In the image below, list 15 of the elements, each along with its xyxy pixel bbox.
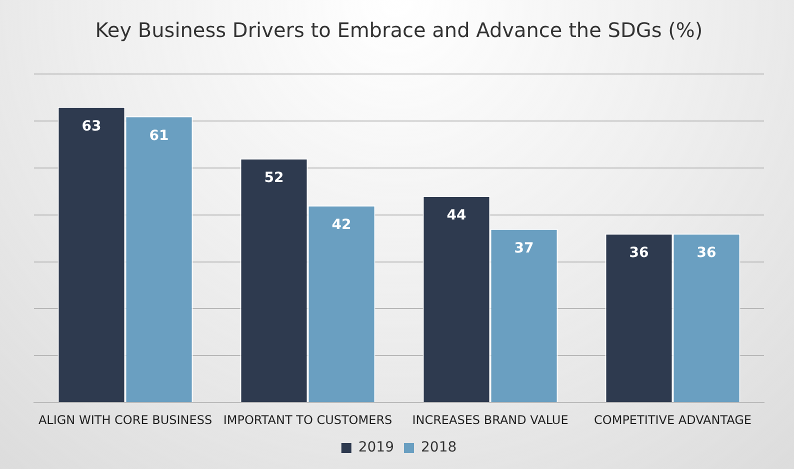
chart-title: Key Business Drivers to Embrace and Advance the SDGs (%) (95, 18, 703, 42)
data-label: 61 (149, 128, 169, 144)
data-label: 44 (446, 208, 466, 224)
data-label: 42 (332, 217, 352, 234)
data-label: 36 (696, 245, 716, 262)
data-label: 63 (82, 118, 102, 134)
data-label: 37 (514, 240, 534, 257)
x-tick-label: IMPORTANT TO CUSTOMERS (223, 412, 392, 427)
data-label: 52 (264, 170, 284, 186)
x-tick-label: INCREASES BRAND VALUE (412, 412, 568, 427)
data-label: 36 (629, 245, 649, 262)
legend-label: 2018 (421, 440, 457, 456)
x-tick-label: ALIGN WITH CORE BUSINESS (38, 412, 212, 427)
x-tick-label: COMPETITIVE ADVANTAGE (594, 412, 752, 427)
legend-label: 2019 (358, 440, 394, 456)
